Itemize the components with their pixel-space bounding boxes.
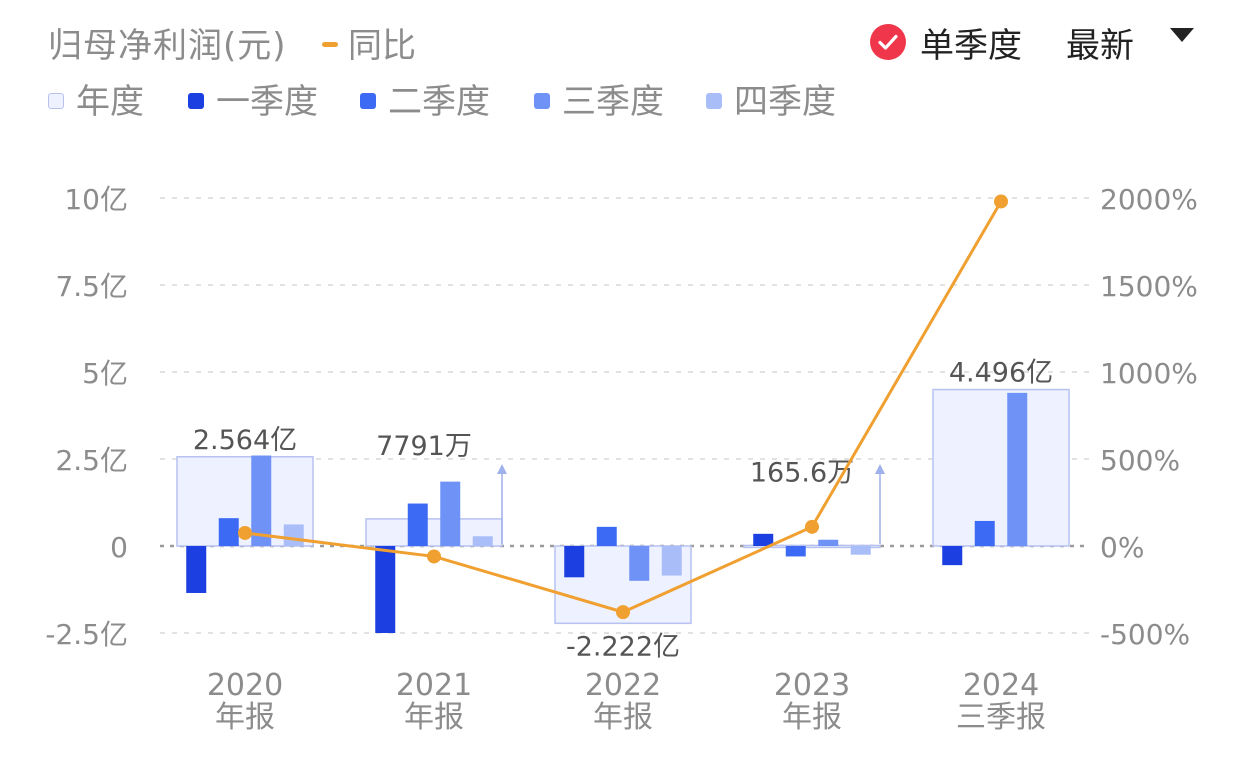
quarter-bar[interactable] [753,533,774,546]
chart-plot: 10亿 2000% 7.5亿 1500% 5亿 1000% 2.5亿 500% 0 0% -2.5亿… [45,183,1198,735]
annual-bar[interactable] [743,544,881,549]
yoy-legend-label: 同比 [348,26,416,66]
chart-header: 归母净利润(元) 同比 单季度 最新 年度 一季度 二季度 三季度 四季度 [0,0,1242,130]
legend-label: 二季度 [388,82,490,122]
legend-swatch [534,92,550,109]
x-tick-period: 三季报 [956,700,1046,735]
y-left-tick-label: 10亿 [64,183,128,216]
quarter-bar[interactable] [472,536,493,546]
x-tick-year: 2023 [774,668,850,703]
y-left-tick-label: 5亿 [82,357,128,390]
y-left-tick-label: -2.5亿 [45,618,128,651]
y-right-tick-label: 0% [1100,531,1144,564]
legend-item-annual[interactable]: 年度 [48,74,144,123]
legend-swatch [360,92,376,109]
legend-label: 四季度 [734,82,836,122]
annual-value-label: 2.564亿 [193,425,297,456]
x-tick-year: 2024 [963,668,1039,703]
quarter-bar[interactable] [283,524,304,546]
legend-swatch [706,92,722,109]
legend-item-q3[interactable]: 三季度 [534,74,664,123]
legend-swatch [48,92,64,109]
quarter-bar[interactable] [186,546,207,593]
annual-value-label: 4.496亿 [949,358,1053,389]
quarter-bar[interactable] [251,455,272,546]
annual-value-label: -2.222亿 [566,631,680,662]
x-tick-period: 年报 [404,700,464,735]
yoy-point[interactable] [994,194,1008,209]
x-tick-year: 2020 [207,668,283,703]
quarter-bar[interactable] [785,546,806,557]
y-left-tick-label: 7.5亿 [55,270,128,303]
dropdown-arrow-icon[interactable] [1170,28,1194,42]
yoy-point[interactable] [616,605,630,620]
x-tick-period: 年报 [782,700,842,735]
quarter-bar[interactable] [1007,392,1028,546]
quarter-bar[interactable] [850,546,871,555]
checkmark-icon[interactable] [870,24,906,60]
x-tick-period: 年报 [215,700,275,735]
x-tick-year: 2022 [585,668,661,703]
quarter-bar[interactable] [818,539,839,546]
y-left-tick-label: 0 [110,531,128,564]
legend-item-q2[interactable]: 二季度 [360,74,490,123]
y-right-tick-label: 2000% [1100,183,1198,216]
quarter-bar[interactable] [440,481,461,546]
legend-swatch [188,92,204,109]
y-left-tick-label: 2.5亿 [55,444,128,477]
quarter-bar[interactable] [629,546,650,581]
quarter-bar[interactable] [596,526,617,546]
legend-label: 年度 [76,82,144,122]
single-quarter-toggle[interactable]: 单季度 [920,26,1022,66]
x-tick-year: 2021 [396,668,472,703]
quarter-bar[interactable] [407,503,428,546]
yoy-point[interactable] [238,525,252,540]
label-pointer-arrow [875,464,885,474]
legend-label: 一季度 [216,82,318,122]
yoy-line-swatch [322,42,338,47]
sort-dropdown[interactable]: 最新 [1066,26,1134,66]
y-right-tick-label: -500% [1100,618,1190,651]
legend-item-q4[interactable]: 四季度 [706,74,836,123]
quarter-bar[interactable] [375,546,396,633]
quarter-bar[interactable] [942,546,963,566]
y-right-tick-label: 1000% [1100,357,1198,390]
yoy-legend[interactable]: 同比 [322,18,416,67]
annual-bar[interactable] [932,388,1070,547]
yoy-point[interactable] [427,549,441,564]
chart-title: 归母净利润(元) [48,26,287,66]
y-right-tick-label: 1500% [1100,270,1198,303]
quarter-bar[interactable] [218,518,239,546]
yoy-point[interactable] [805,519,819,534]
x-tick-period: 年报 [593,700,653,735]
quarter-bar[interactable] [661,546,682,576]
quarter-bar[interactable] [974,520,995,546]
annual-value-label: 7791万 [376,431,472,462]
quarter-bar[interactable] [564,546,585,578]
legend-label: 三季度 [562,82,664,122]
label-pointer-arrow [497,464,507,474]
legend-item-q1[interactable]: 一季度 [188,74,318,123]
y-right-tick-label: 500% [1100,444,1180,477]
